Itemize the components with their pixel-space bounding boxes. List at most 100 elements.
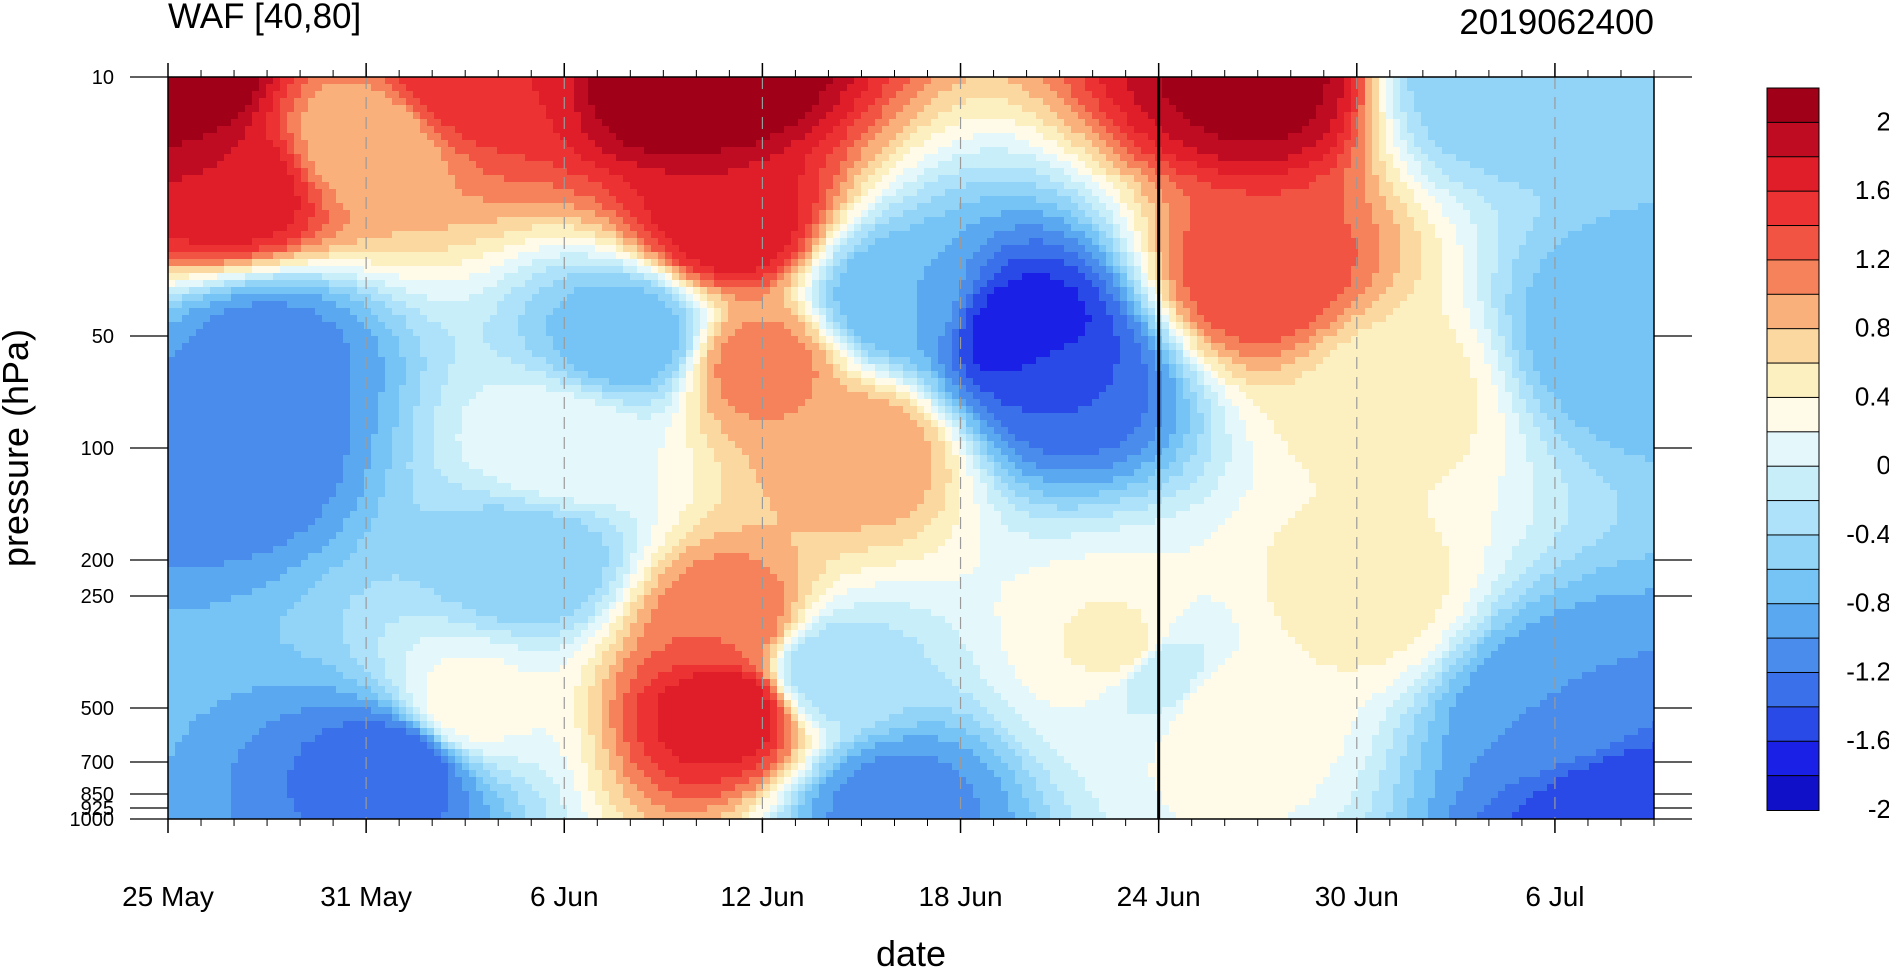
field-cell — [1533, 98, 1541, 106]
field-cell — [973, 84, 981, 92]
field-cell — [1302, 91, 1310, 99]
field-cell — [1218, 98, 1226, 106]
field-cell — [1316, 105, 1324, 113]
field-cell — [1092, 98, 1100, 106]
field-cell — [1309, 77, 1317, 85]
field-cell — [1141, 126, 1149, 134]
field-cell — [231, 98, 239, 106]
field-cell — [294, 84, 302, 92]
field-cell — [371, 77, 379, 85]
field-cell — [476, 77, 484, 85]
field-cell — [994, 119, 1002, 127]
field-cell — [1267, 91, 1275, 99]
field-cell — [1316, 77, 1324, 85]
field-cell — [1596, 126, 1604, 134]
field-cell — [168, 91, 176, 99]
field-cell — [245, 105, 253, 113]
field-cell — [1218, 77, 1226, 85]
field-cell — [1631, 112, 1639, 120]
field-cell — [315, 112, 323, 120]
field-cell — [798, 77, 806, 85]
field-cell — [287, 105, 295, 113]
field-cell — [1414, 126, 1422, 134]
field-cell — [1106, 77, 1114, 85]
field-cell — [1449, 84, 1457, 92]
field-cell — [924, 119, 932, 127]
field-cell — [1379, 112, 1387, 120]
field-cell — [490, 98, 498, 106]
field-cell — [357, 77, 365, 85]
field-cell — [1484, 98, 1492, 106]
field-cell — [1547, 126, 1555, 134]
field-cell — [399, 91, 407, 99]
field-cell — [1071, 119, 1079, 127]
field-cell — [546, 98, 554, 106]
field-cell — [1421, 126, 1429, 134]
field-cell — [1582, 112, 1590, 120]
field-cell — [1344, 98, 1352, 106]
field-cell — [1239, 105, 1247, 113]
field-cell — [1463, 105, 1471, 113]
field-cell — [1463, 98, 1471, 106]
field-cell — [693, 119, 701, 127]
field-cell — [406, 119, 414, 127]
field-cell — [1435, 126, 1443, 134]
field-cell — [224, 126, 232, 134]
field-cell — [1477, 126, 1485, 134]
field-cell — [637, 77, 645, 85]
field-cell — [693, 112, 701, 120]
field-cell — [1337, 105, 1345, 113]
field-cell — [882, 126, 890, 134]
field-cell — [581, 77, 589, 85]
field-cell — [707, 105, 715, 113]
field-cell — [287, 98, 295, 106]
field-cell — [609, 77, 617, 85]
field-cell — [357, 105, 365, 113]
field-cell — [945, 126, 953, 134]
field-cell — [980, 77, 988, 85]
field-cell — [707, 98, 715, 106]
field-cell — [1645, 91, 1653, 99]
field-cell — [266, 126, 274, 134]
field-cell — [1050, 112, 1058, 120]
field-cell — [770, 84, 778, 92]
field-cell — [1400, 112, 1408, 120]
field-cell — [1197, 112, 1205, 120]
field-cell — [763, 126, 771, 134]
field-cell — [854, 91, 862, 99]
field-cell — [546, 126, 554, 134]
field-cell — [588, 126, 596, 134]
field-cell — [1001, 77, 1009, 85]
field-cell — [399, 126, 407, 134]
field-cell — [511, 91, 519, 99]
field-cell — [574, 98, 582, 106]
field-cell — [252, 133, 260, 141]
field-cell — [301, 126, 309, 134]
field-cell — [1309, 98, 1317, 106]
field-cell — [812, 77, 820, 85]
field-cell — [588, 105, 596, 113]
chart-title: WAF [40,80] — [168, 0, 361, 36]
field-cell — [210, 77, 218, 85]
field-cell — [1351, 105, 1359, 113]
field-cell — [651, 98, 659, 106]
field-cell — [819, 126, 827, 134]
field-cell — [1421, 77, 1429, 85]
field-cell — [763, 91, 771, 99]
field-cell — [1043, 112, 1051, 120]
field-cell — [1463, 84, 1471, 92]
field-cell — [1281, 98, 1289, 106]
field-cell — [896, 126, 904, 134]
field-cell — [1029, 98, 1037, 106]
field-cell — [595, 112, 603, 120]
field-cell — [357, 119, 365, 127]
field-cell — [945, 105, 953, 113]
field-cell — [889, 91, 897, 99]
field-cell — [371, 105, 379, 113]
field-cell — [1519, 119, 1527, 127]
field-cell — [1561, 126, 1569, 134]
field-cell — [952, 105, 960, 113]
field-cell — [791, 84, 799, 92]
field-cell — [168, 98, 176, 106]
field-cell — [1050, 98, 1058, 106]
